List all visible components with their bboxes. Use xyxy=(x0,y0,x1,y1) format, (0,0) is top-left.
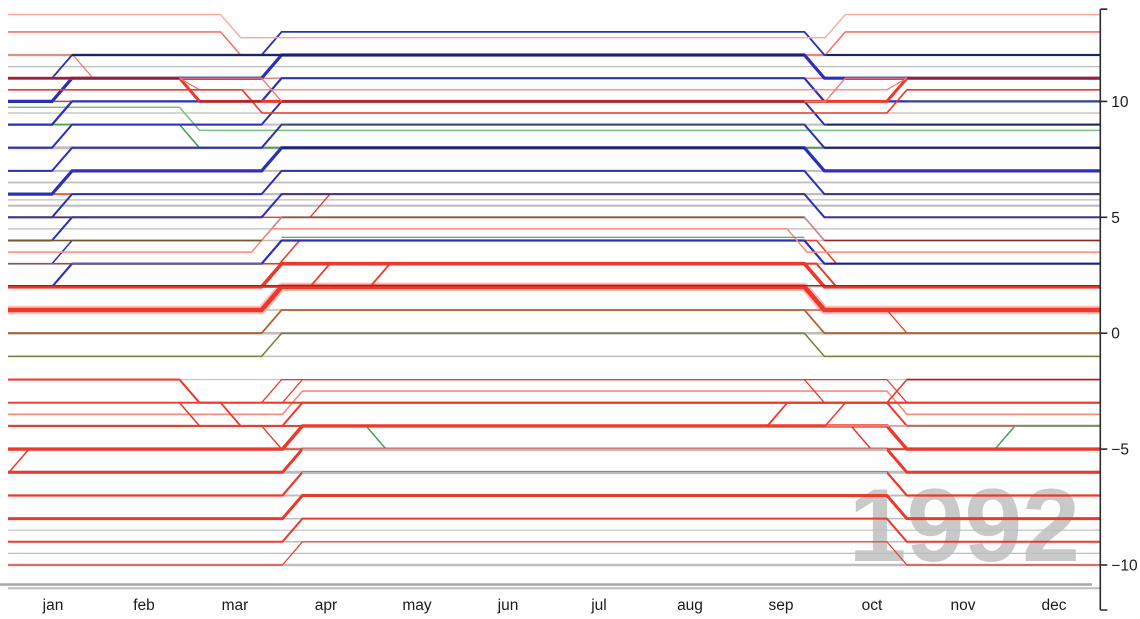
svg-text:dec: dec xyxy=(1042,597,1067,614)
svg-text:0: 0 xyxy=(1111,326,1120,343)
svg-text:5: 5 xyxy=(1111,210,1120,227)
svg-text:mar: mar xyxy=(222,597,249,614)
svg-text:apr: apr xyxy=(315,597,337,614)
svg-text:10: 10 xyxy=(1111,94,1129,111)
svg-text:jun: jun xyxy=(497,597,519,614)
svg-text:−5: −5 xyxy=(1111,442,1129,459)
svg-text:jan: jan xyxy=(42,597,64,614)
svg-text:feb: feb xyxy=(133,597,155,614)
svg-text:nov: nov xyxy=(951,597,976,614)
svg-text:aug: aug xyxy=(677,597,703,614)
svg-text:may: may xyxy=(402,597,432,614)
svg-text:−10: −10 xyxy=(1111,558,1138,575)
svg-text:jul: jul xyxy=(590,597,607,614)
svg-text:sep: sep xyxy=(769,597,794,614)
svg-text:1992: 1992 xyxy=(849,468,1080,584)
svg-text:oct: oct xyxy=(862,597,883,614)
